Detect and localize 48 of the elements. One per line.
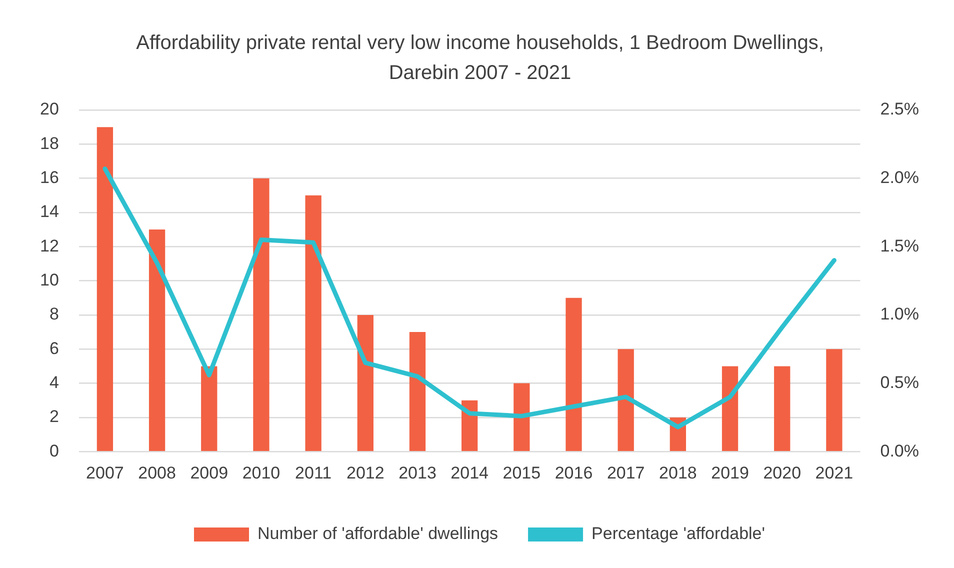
x-tick-label: 2010 [242, 463, 280, 482]
x-tick-label: 2009 [190, 463, 228, 482]
x-tick-label: 2021 [815, 463, 854, 482]
y-tick-label: 2 [49, 407, 59, 426]
y2-tick-label: 2.5% [880, 100, 919, 119]
bar [618, 349, 634, 451]
x-tick-label: 2007 [86, 463, 124, 482]
y-tick-label: 12 [40, 236, 59, 256]
y-tick-label: 18 [40, 134, 59, 153]
x-tick-label: 2018 [659, 463, 697, 482]
y2-tick-label: 1.5% [880, 236, 919, 256]
bar [514, 383, 530, 451]
bar [201, 366, 218, 451]
chart-title: Affordability private rental very low income households, 1 Bedroom Dwellings, Darebin 2007 - 2021 [135, 31, 825, 86]
x-tick-label: 2016 [554, 463, 593, 482]
bar [566, 298, 582, 451]
y-tick-label: 10 [40, 270, 59, 290]
y2-tick-label: 1.0% [880, 304, 919, 324]
y-tick-label: 20 [40, 100, 59, 119]
y-tick-label: 16 [40, 168, 59, 188]
y-tick-label: 0 [49, 441, 59, 460]
x-tick-label: 2020 [763, 463, 802, 482]
y-tick-label: 6 [49, 338, 59, 358]
x-tick-label: 2013 [398, 463, 436, 482]
legend-label: Number of 'affordable' dwellings [258, 524, 498, 544]
x-tick-label: 2012 [346, 463, 384, 482]
x-tick-label: 2015 [502, 463, 541, 482]
x-tick-label: 2011 [295, 463, 332, 482]
bar [253, 178, 270, 451]
y-tick-label: 14 [40, 202, 59, 222]
y-tick-label: 8 [49, 304, 59, 324]
bar [774, 366, 790, 451]
bar [96, 127, 114, 451]
x-tick-label: 2017 [606, 463, 645, 482]
bar [148, 230, 166, 451]
bar [357, 314, 374, 451]
x-tick-label: 2008 [138, 463, 176, 482]
y2-tick-label: 0.0% [880, 441, 919, 460]
bar [826, 349, 842, 451]
bar [409, 332, 426, 451]
y2-tick-label: 2.0% [880, 168, 919, 188]
y2-tick-label: 0.5% [880, 372, 919, 392]
bar [305, 195, 322, 451]
x-tick-label: 2014 [450, 463, 488, 482]
bar [722, 366, 738, 451]
y-tick-label: 4 [49, 372, 59, 392]
legend-label: Percentage 'affordable' [592, 524, 766, 544]
x-tick-label: 2019 [711, 463, 749, 482]
